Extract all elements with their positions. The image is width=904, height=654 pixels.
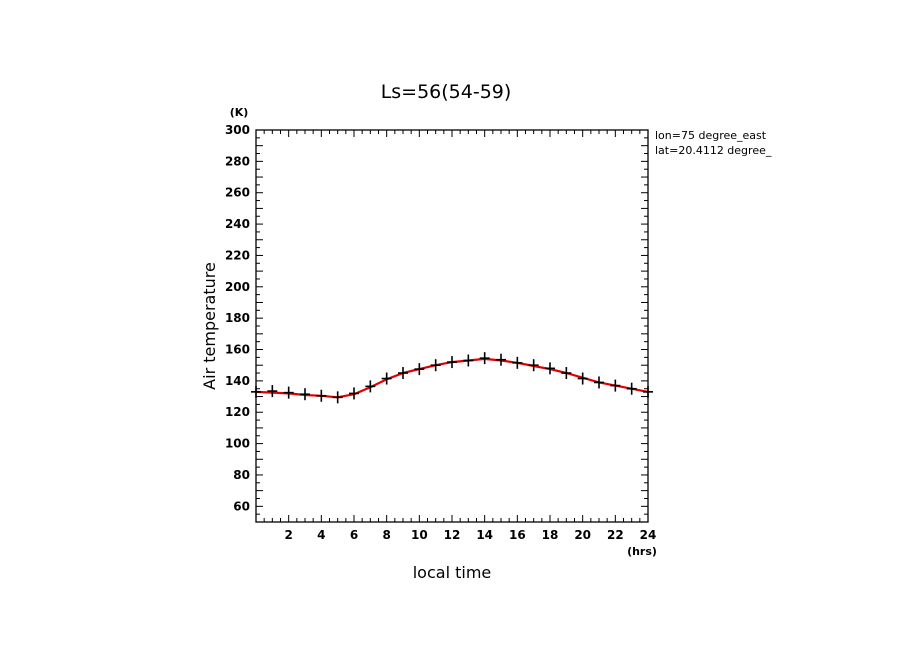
y-tick-label: 240: [225, 217, 250, 231]
x-tick-label: 10: [411, 528, 428, 542]
y-tick-label: 300: [225, 123, 250, 137]
y-tick-label: 260: [225, 186, 250, 200]
plus-marker: [349, 387, 359, 400]
longitude-annotation: lon=75 degree_east: [655, 129, 767, 142]
plus-marker: [251, 385, 261, 398]
x-tick-label: 2: [284, 528, 292, 542]
y-tick-label: 120: [225, 405, 250, 419]
plus-marker: [332, 391, 343, 404]
plus-marker: [528, 359, 539, 372]
x-tick-label: 18: [542, 528, 559, 542]
x-tick-label: 16: [509, 528, 526, 542]
plus-marker: [300, 388, 310, 401]
plus-marker: [610, 379, 621, 392]
y-tick-label: 180: [225, 311, 250, 325]
plus-marker: [479, 352, 490, 365]
x-tick-label: 20: [574, 528, 591, 542]
plot-area: [255, 129, 649, 523]
plus-marker: [414, 363, 425, 376]
plus-marker: [643, 385, 653, 398]
x-axis: 2 4 6 8 10 12 14 16 18 20 22 24: [255, 130, 657, 542]
x-tick-label: 4: [317, 528, 325, 542]
x-tick-label: 8: [382, 528, 390, 542]
plus-marker: [594, 376, 604, 389]
plus-marker: [267, 385, 278, 398]
latitude-annotation: lat=20.4112 degree_: [655, 144, 772, 157]
chart-title: Ls=56(54-59): [381, 81, 512, 103]
plus-marker: [577, 372, 588, 385]
plus-marker: [463, 354, 474, 367]
plus-marker: [561, 367, 572, 380]
y-tick-label: 60: [233, 499, 250, 513]
x-tick-label: 12: [444, 528, 461, 542]
x-unit-label: (hrs): [627, 545, 657, 558]
y-tick-label: 100: [225, 437, 250, 451]
plus-marker: [381, 372, 392, 385]
plus-marker: [430, 359, 441, 372]
y-unit-label: (K): [230, 106, 249, 119]
y-tick-label: 140: [225, 374, 250, 388]
y-axis-label: Air temperature: [200, 262, 219, 390]
series-layer: [251, 352, 653, 404]
plus-marker: [316, 389, 327, 402]
x-axis-label: local time: [413, 563, 492, 582]
y-tick-label: 280: [225, 154, 250, 168]
plus-marker: [365, 380, 376, 393]
x-tick-label: 14: [476, 528, 493, 542]
y-axis: 60 80 100 120 140 160 180 200 220 240 260 280 300: [225, 123, 648, 523]
y-tick-label: 220: [225, 248, 250, 262]
x-tick-label: 6: [350, 528, 358, 542]
plot-frame: [255, 129, 649, 523]
y-tick-label: 200: [225, 280, 250, 294]
plus-marker: [626, 382, 637, 395]
x-tick-label: 24: [640, 528, 657, 542]
plus-marker: [283, 386, 294, 399]
x-tick-label: 22: [607, 528, 624, 542]
y-tick-label: 80: [233, 468, 250, 482]
plus-marker: [545, 362, 555, 375]
plus-marker: [512, 356, 523, 369]
plus-marker: [496, 353, 506, 366]
plus-marker: [398, 367, 408, 380]
plus-marker: [447, 356, 457, 369]
y-tick-label: 160: [225, 343, 250, 357]
